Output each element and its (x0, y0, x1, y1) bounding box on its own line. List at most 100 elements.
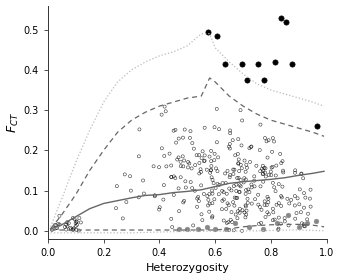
Point (141, 191, 147, 196)
Point (171, 174, 176, 179)
Point (265, 210, 270, 215)
Point (198, 170, 204, 174)
Point (176, 186, 181, 191)
Point (235, 196, 240, 200)
Point (206, 30, 211, 34)
Point (226, 145, 232, 149)
Point (174, 157, 180, 162)
Point (202, 126, 207, 130)
Point (240, 208, 245, 213)
Point (229, 188, 234, 193)
Point (169, 163, 174, 168)
Point (173, 140, 179, 145)
Point (258, 220, 264, 225)
Point (232, 195, 237, 200)
Point (278, 15, 284, 20)
Point (263, 166, 268, 170)
Point (181, 158, 187, 163)
Point (274, 220, 279, 225)
Point (266, 138, 271, 143)
Point (296, 202, 302, 206)
Point (171, 128, 176, 133)
Point (276, 227, 281, 231)
Point (237, 206, 242, 211)
Point (124, 200, 129, 204)
Point (206, 198, 211, 202)
Point (205, 203, 211, 208)
Point (140, 178, 146, 183)
Point (74, 223, 80, 227)
Point (247, 146, 252, 150)
Point (204, 225, 209, 229)
Point (225, 169, 230, 173)
Point (212, 151, 217, 156)
Point (301, 222, 306, 227)
Point (308, 187, 313, 192)
Point (176, 209, 182, 213)
Point (180, 154, 185, 158)
Point (169, 175, 174, 179)
Point (209, 215, 215, 220)
Point (243, 203, 248, 208)
Point (257, 205, 262, 209)
Point (229, 210, 234, 214)
Point (208, 159, 214, 163)
Point (224, 221, 230, 225)
Point (227, 175, 232, 179)
Point (136, 195, 141, 199)
Point (137, 127, 142, 132)
Point (278, 204, 284, 208)
Point (227, 142, 233, 146)
Point (249, 144, 254, 149)
Point (159, 112, 164, 117)
Point (246, 225, 251, 229)
Point (209, 188, 215, 193)
Point (210, 201, 215, 205)
Point (224, 191, 230, 196)
Point (289, 62, 295, 66)
Point (276, 201, 282, 205)
Point (292, 217, 298, 221)
Point (256, 62, 261, 66)
Point (295, 196, 300, 201)
Point (76, 228, 82, 233)
Point (199, 212, 204, 217)
Point (249, 182, 254, 187)
Point (256, 202, 261, 207)
Point (270, 136, 275, 140)
Point (122, 172, 128, 177)
Point (156, 207, 162, 212)
Point (228, 218, 234, 222)
Point (161, 197, 166, 202)
Point (258, 184, 263, 189)
Point (191, 146, 197, 151)
Point (239, 118, 245, 123)
Point (231, 228, 236, 232)
Point (70, 228, 76, 232)
Point (231, 167, 236, 172)
Point (169, 217, 174, 221)
Point (270, 181, 276, 185)
Point (254, 163, 259, 168)
Point (266, 200, 271, 205)
Point (195, 195, 201, 199)
Point (248, 145, 254, 149)
Point (232, 167, 237, 172)
Point (209, 175, 214, 180)
Point (222, 62, 228, 66)
Point (249, 201, 255, 206)
Point (221, 197, 226, 202)
Point (183, 179, 188, 184)
Point (192, 188, 198, 193)
Point (258, 122, 263, 127)
Point (161, 183, 167, 187)
Point (280, 169, 286, 173)
Point (262, 170, 268, 175)
Point (222, 171, 228, 176)
Point (244, 162, 249, 167)
Point (272, 60, 278, 64)
Point (243, 177, 249, 182)
Point (226, 203, 232, 208)
Point (232, 220, 237, 225)
Point (307, 196, 313, 201)
